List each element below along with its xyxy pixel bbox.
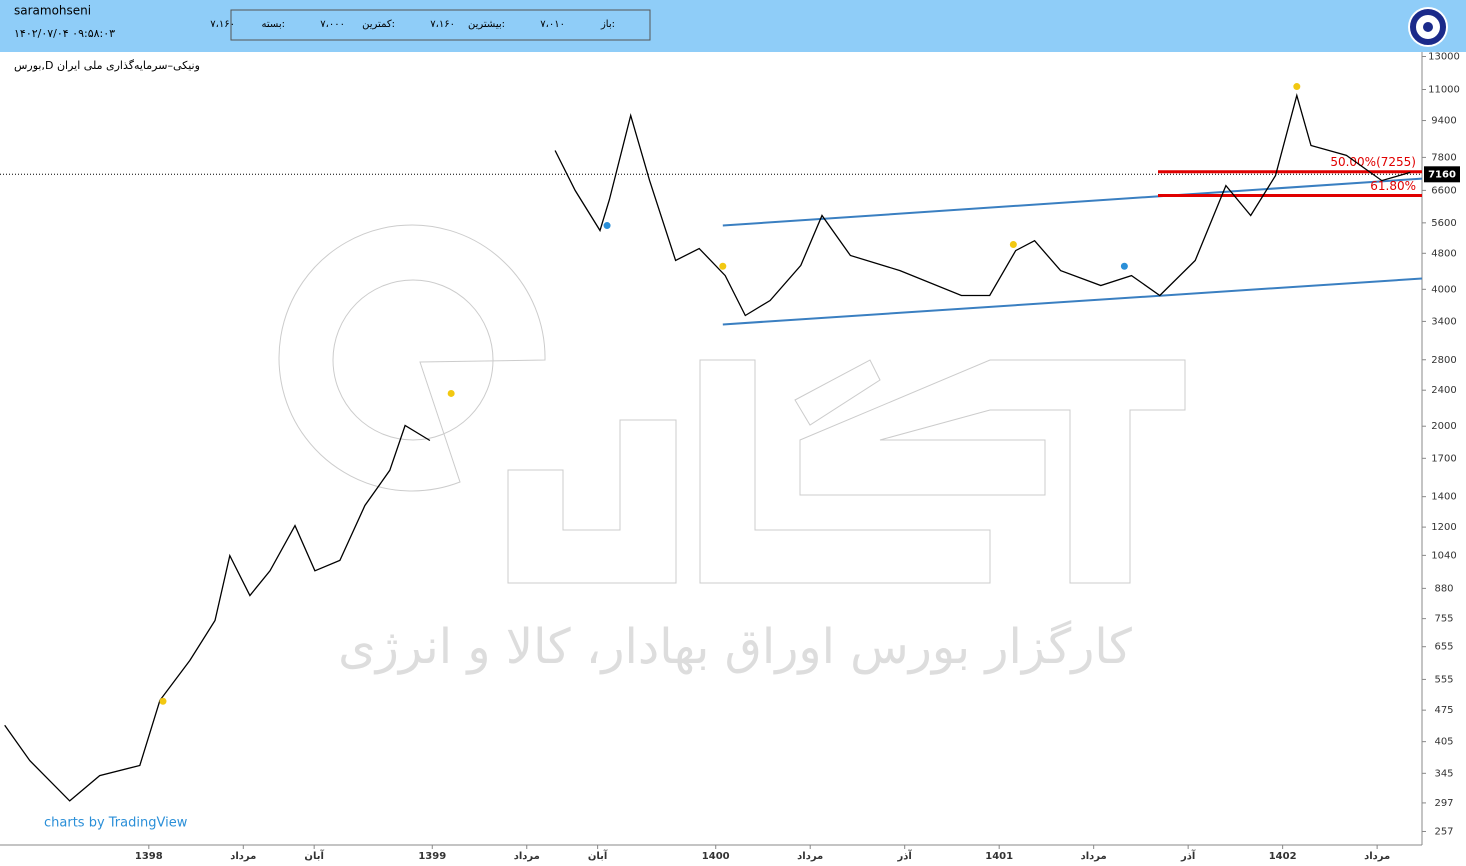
y-tick-label: 405 xyxy=(1434,737,1453,748)
watermark-logo xyxy=(278,224,1186,584)
marker-dot xyxy=(447,389,455,397)
x-tick-label: 1398 xyxy=(135,851,163,862)
y-tick-label: 3400 xyxy=(1431,316,1456,327)
ohlc-label: بسته: xyxy=(262,19,285,30)
marker-dot xyxy=(1293,83,1301,91)
y-tick-label: 4000 xyxy=(1431,284,1456,295)
marker-dot xyxy=(603,222,611,230)
y-tick-label: 880 xyxy=(1434,583,1453,594)
x-tick-label: آذر xyxy=(897,849,913,862)
y-tick-label: 297 xyxy=(1434,798,1453,809)
x-tick-label: مرداد xyxy=(797,851,823,862)
ohlc-box xyxy=(230,9,651,41)
x-tick-label: مرداد xyxy=(1081,851,1107,862)
x-tick-label: 1400 xyxy=(702,851,730,862)
y-tick-label: 4800 xyxy=(1431,248,1456,259)
y-tick-label: 13000 xyxy=(1428,52,1460,63)
date-time: ۱۴۰۲/۰۷/۰۴ ۰۹:۵۸:۰۳ xyxy=(14,27,115,40)
fib-label: 50.00%(7255) xyxy=(1330,155,1416,169)
ohlc-value: ۷،۰۰۰ xyxy=(320,19,345,30)
logo xyxy=(1408,7,1448,47)
header-bar xyxy=(0,0,1466,52)
marker-dot xyxy=(1120,262,1128,270)
last-price-label: 7160 xyxy=(1428,169,1456,180)
x-tick-label: آبان xyxy=(588,849,608,862)
y-tick-label: 6600 xyxy=(1431,185,1456,196)
ohlc-label: باز: xyxy=(600,19,615,30)
marker-dot xyxy=(719,262,727,270)
y-tick-label: 655 xyxy=(1434,642,1453,653)
y-tick-label: 9400 xyxy=(1431,116,1456,127)
ohlc-value: ۷،۰۱۰ xyxy=(540,19,565,30)
y-tick-label: 1700 xyxy=(1431,453,1456,464)
y-tick-label: 345 xyxy=(1434,768,1453,779)
marker-dot xyxy=(159,697,167,705)
price-line xyxy=(4,93,1411,802)
ohlc-value: ۷،۱۶۰ xyxy=(210,19,235,30)
fib-label: 61.80% xyxy=(1370,179,1416,193)
credit: charts by TradingView xyxy=(44,816,188,831)
y-tick-label: 555 xyxy=(1434,674,1453,685)
y-tick-label: 755 xyxy=(1434,614,1453,625)
x-tick-label: مرداد xyxy=(230,851,256,862)
y-tick-label: 257 xyxy=(1434,826,1453,837)
marker-dot xyxy=(1009,241,1017,249)
trendline xyxy=(722,277,1423,326)
y-tick-label: 2800 xyxy=(1431,355,1456,366)
x-tick-label: مرداد xyxy=(1364,851,1390,862)
x-tick-label: آذر xyxy=(1180,849,1196,862)
y-tick-label: 475 xyxy=(1434,705,1453,716)
y-tick-label: 11000 xyxy=(1428,85,1460,96)
y-tick-label: 5600 xyxy=(1431,218,1456,229)
x-tick-label: 1401 xyxy=(985,851,1013,862)
y-tick-label: 7800 xyxy=(1431,152,1456,163)
watermark-text: کارگزار بورس اوراق بهادار، کالا و انرژی xyxy=(338,619,1132,675)
y-tick-label: 2400 xyxy=(1431,385,1456,396)
ohlc-label: کمترین: xyxy=(362,19,395,30)
x-tick-label: آبان xyxy=(304,849,324,862)
last-price-box xyxy=(1424,166,1460,183)
y-tick-label: 1400 xyxy=(1431,492,1456,503)
y-tick-label: 1040 xyxy=(1431,550,1456,561)
y-tick-label: 2000 xyxy=(1431,421,1456,432)
chart-title: بورس,D ونیکی–سرمایه‌گذاری ملی ایران xyxy=(14,59,200,72)
user-name: saramohseni xyxy=(14,4,91,18)
ohlc-label: بیشترین: xyxy=(468,19,505,30)
trendline xyxy=(722,177,1423,227)
x-tick-label: مرداد xyxy=(514,851,540,862)
x-tick-label: 1399 xyxy=(418,851,446,862)
ohlc-value: ۷،۱۶۰ xyxy=(430,19,455,30)
x-tick-label: 1402 xyxy=(1269,851,1297,862)
y-tick-label: 1200 xyxy=(1431,522,1456,533)
